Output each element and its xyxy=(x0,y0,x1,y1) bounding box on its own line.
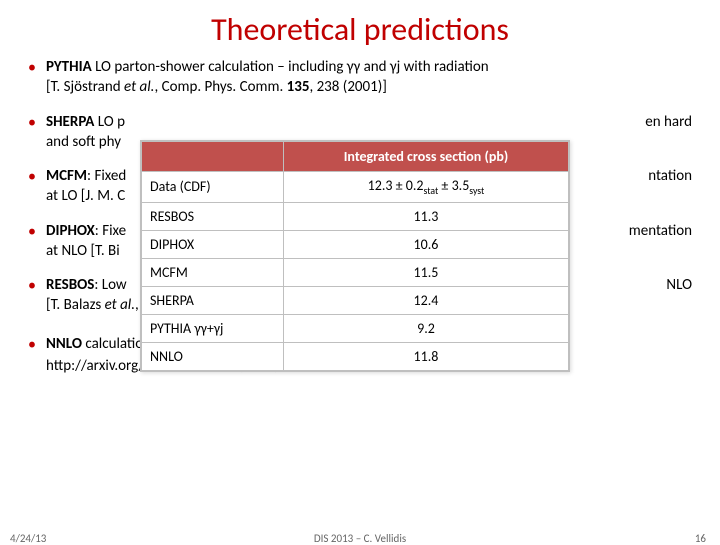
table-row: PYTHIA γγ+γj 9.2 xyxy=(142,314,569,342)
table-row: MCFM 11.5 xyxy=(142,258,569,286)
page-title: Theoretical predictions xyxy=(28,10,692,49)
table-header-blank xyxy=(142,142,284,172)
table-row: NNLO 11.8 xyxy=(142,342,569,370)
cross-section-table: Integrated cross section (pb) Data (CDF)… xyxy=(140,140,570,372)
table-row: DIPHOX 10.6 xyxy=(142,230,569,258)
table-header-value: Integrated cross section (pb) xyxy=(283,142,568,172)
table-row: Data (CDF) 12.3 ± 0.2stat ± 3.5syst xyxy=(142,172,569,203)
bullet-pythia: PYTHIA LO parton-shower calculation – in… xyxy=(28,57,692,98)
footer-date: 4/24/13 xyxy=(10,532,46,545)
table-row: RESBOS 11.3 xyxy=(142,202,569,230)
footer-conference: DIS 2013 – C. Vellidis xyxy=(314,532,406,545)
table-row: SHERPA 12.4 xyxy=(142,286,569,314)
footer-page-number: 16 xyxy=(695,532,706,545)
